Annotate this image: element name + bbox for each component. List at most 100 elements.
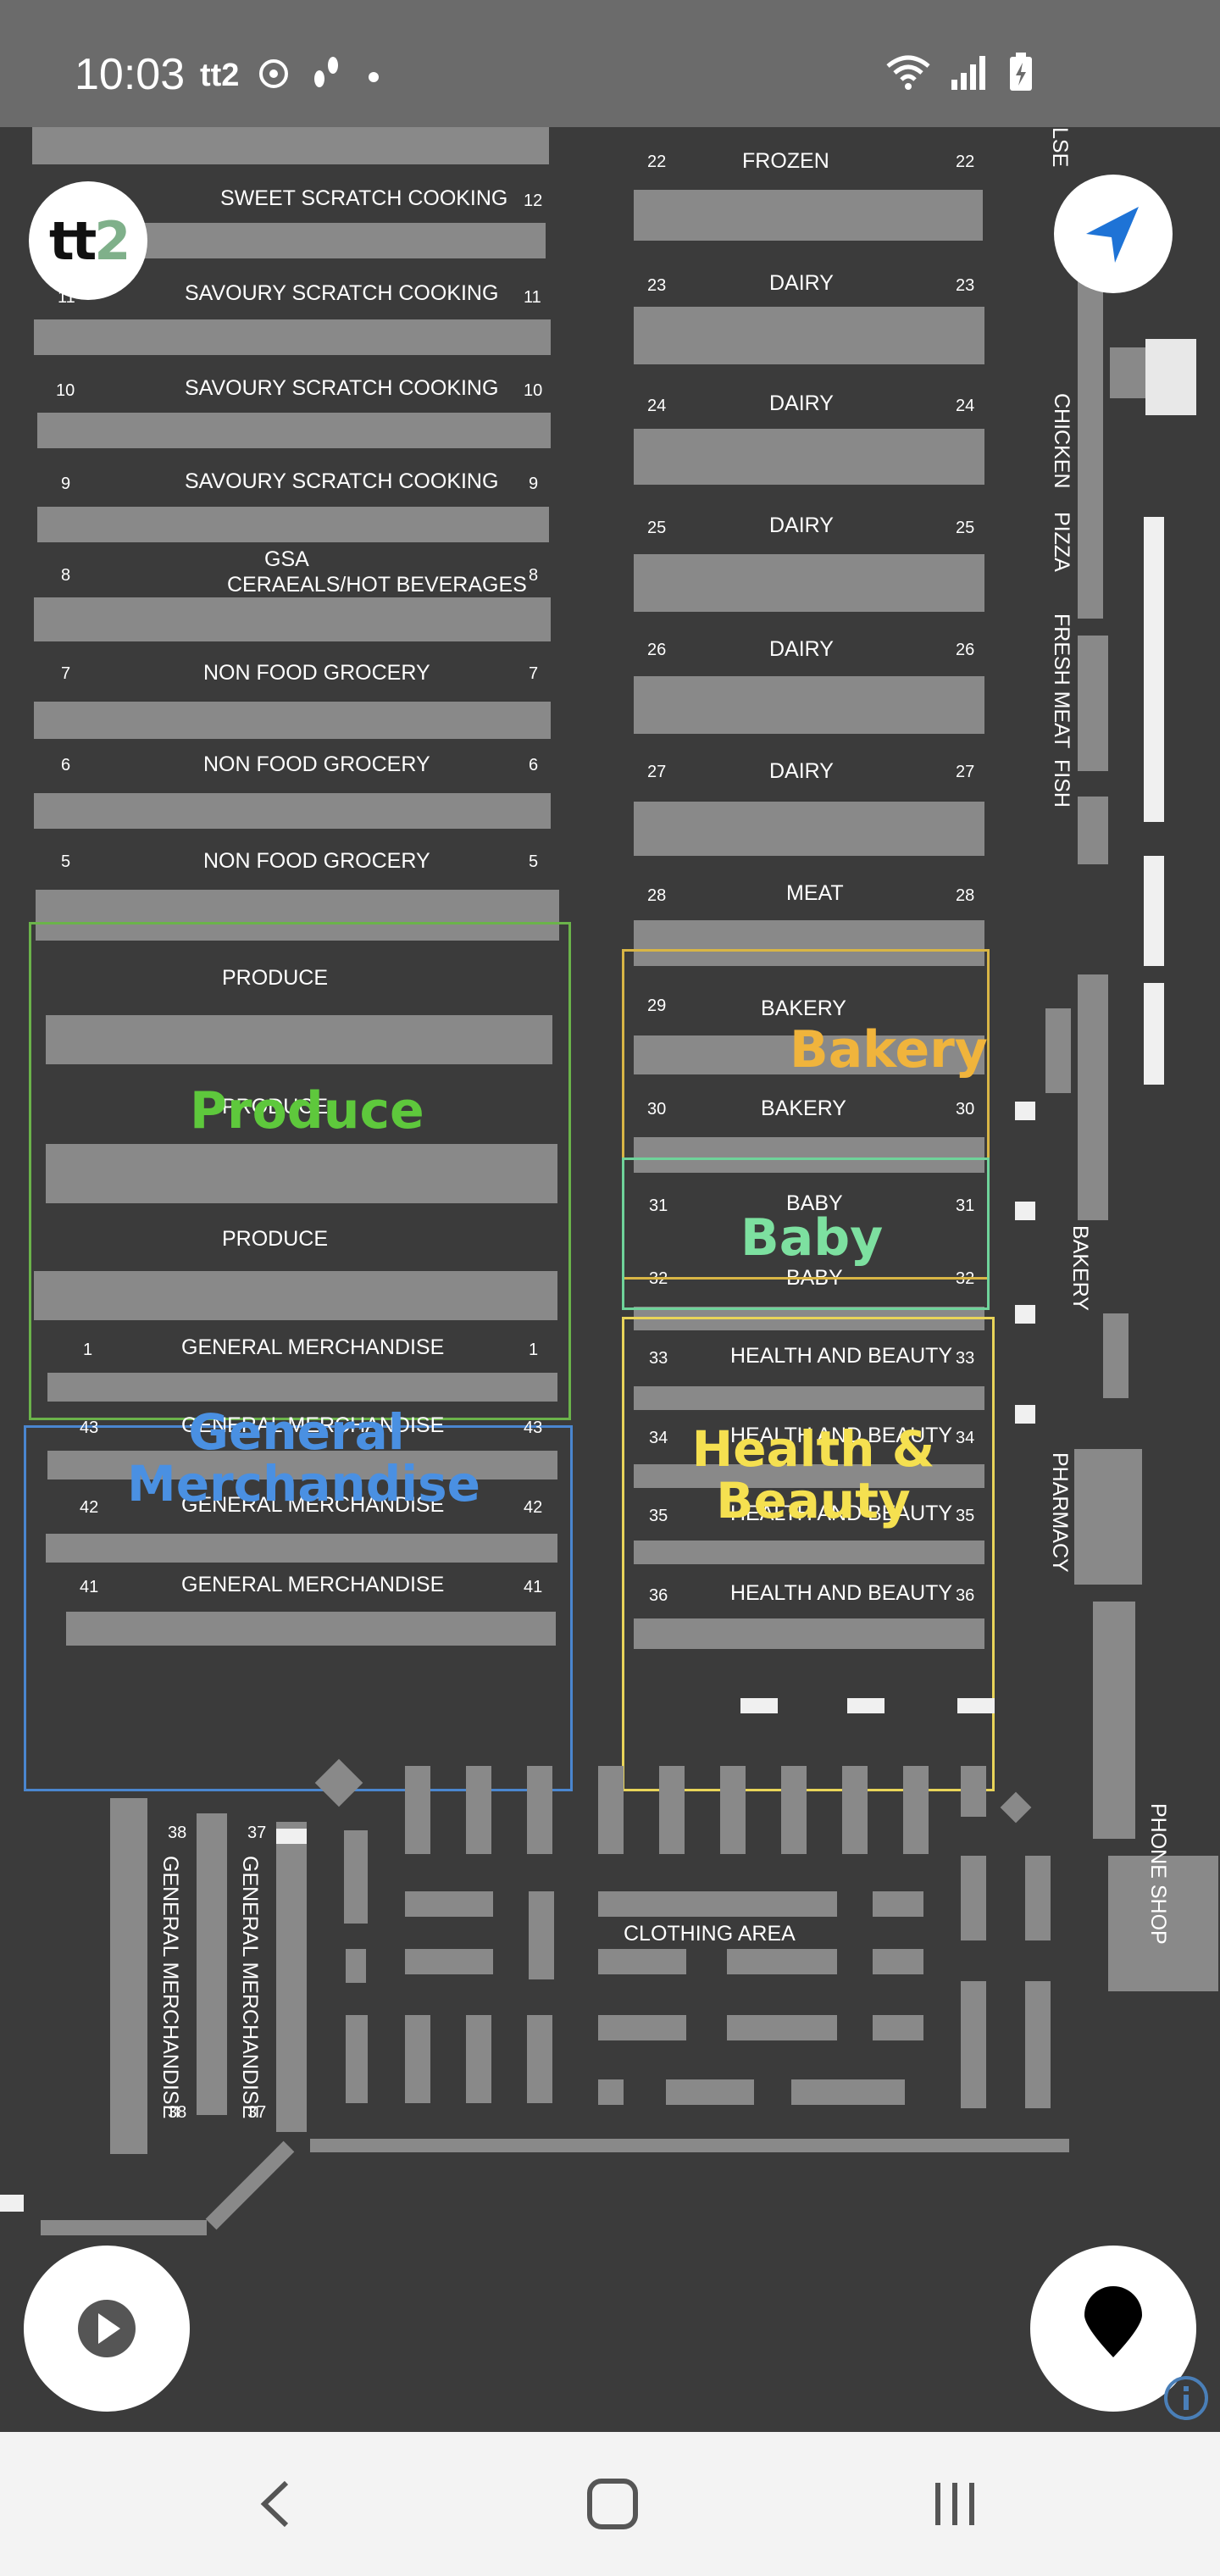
aisle-label[interactable]: HEALTH AND BEAUTY bbox=[730, 1502, 953, 1525]
baby-zone[interactable] bbox=[622, 1158, 990, 1310]
shelf bbox=[527, 1766, 552, 1854]
aisle-label[interactable]: BAKERY bbox=[761, 997, 846, 1020]
general-merchandise-zone-label: General Merchandise bbox=[127, 1407, 480, 1510]
aisle-label[interactable]: HEALTH AND BEAUTY bbox=[730, 1344, 953, 1368]
bakery-zone[interactable] bbox=[622, 949, 990, 1280]
store-map[interactable]: SWEET SCRATCH COOKING 12 11 SAVOURY SCRA… bbox=[0, 127, 1220, 2432]
aisle-label[interactable]: DAIRY bbox=[769, 759, 834, 783]
shelf bbox=[47, 1451, 557, 1480]
aisle-number: 11 bbox=[524, 288, 541, 307]
pin-button[interactable] bbox=[1030, 2246, 1196, 2412]
general-merchandise-vertical-label[interactable]: GENERAL MERCHANDISE bbox=[238, 1856, 262, 2119]
aisle-label[interactable]: NON FOOD GROCERY bbox=[203, 849, 430, 873]
aisle-number: 42 bbox=[80, 1498, 99, 1517]
aisle-label[interactable]: DAIRY bbox=[769, 637, 834, 661]
aisle-label[interactable]: SAVOURY SCRATCH COOKING bbox=[185, 376, 499, 400]
aisle-label[interactable]: DAIRY bbox=[769, 514, 834, 537]
shelf bbox=[781, 1766, 807, 1854]
produce-zone[interactable] bbox=[29, 922, 571, 1420]
else-label[interactable]: LSE bbox=[1048, 127, 1072, 168]
general-merchandise-zone[interactable] bbox=[24, 1425, 573, 1791]
play-button[interactable] bbox=[24, 2246, 190, 2412]
aisle-label[interactable]: HEALTH AND BEAUTY bbox=[730, 1581, 953, 1605]
shelf bbox=[598, 2015, 686, 2040]
aisle-label[interactable]: GENERAL MERCHANDISE bbox=[181, 1413, 445, 1437]
aisle-label[interactable]: PRODUCE bbox=[222, 1095, 329, 1119]
shelf bbox=[405, 1891, 493, 1917]
aisle-label[interactable]: GENERAL MERCHANDISE bbox=[181, 1573, 445, 1596]
home-icon[interactable] bbox=[583, 2474, 642, 2534]
aisle-number: 9 bbox=[61, 475, 71, 493]
aisle-label[interactable]: GENERAL MERCHANDISE bbox=[181, 1335, 445, 1359]
aisle-label[interactable]: SAVOURY SCRATCH COOKING bbox=[185, 469, 499, 493]
shelf bbox=[37, 413, 551, 448]
aisle-label[interactable]: SAVOURY SCRATCH COOKING bbox=[185, 281, 499, 305]
fish-label[interactable]: FISH bbox=[1050, 759, 1073, 808]
general-merchandise-vertical-label[interactable]: GENERAL MERCHANDISE bbox=[158, 1856, 182, 2119]
aisle-number: 27 bbox=[647, 763, 667, 781]
chicken-label[interactable]: CHICKEN bbox=[1050, 393, 1073, 489]
aisle-number: 31 bbox=[956, 1196, 975, 1215]
shelf bbox=[598, 1949, 686, 1974]
aisle-label[interactable]: SWEET SCRATCH COOKING bbox=[220, 186, 508, 210]
aisle-label[interactable]: BAKERY bbox=[761, 1096, 846, 1120]
map-pin-icon bbox=[1084, 2286, 1142, 2357]
aisle-number: 1 bbox=[83, 1341, 93, 1359]
aisle-label[interactable]: NON FOOD GROCERY bbox=[203, 752, 430, 776]
aisle-label[interactable]: GENERAL MERCHANDISE bbox=[181, 1493, 445, 1517]
aisle-label[interactable]: BABY bbox=[786, 1191, 843, 1215]
counter bbox=[1108, 1856, 1218, 1991]
pharmacy-label[interactable]: PHARMACY bbox=[1048, 1452, 1072, 1573]
shelf-marker bbox=[276, 1829, 307, 1844]
aisle-label[interactable]: DAIRY bbox=[769, 271, 834, 295]
counter bbox=[1110, 347, 1152, 398]
checkout-marker bbox=[847, 1698, 884, 1713]
shelf bbox=[727, 1891, 837, 1917]
aisle-number: 37 bbox=[247, 1824, 267, 1842]
aisle-label[interactable]: HEALTH AND BEAUTY bbox=[730, 1424, 953, 1447]
bakery-counter-label[interactable]: BAKERY bbox=[1068, 1225, 1092, 1311]
aisle-label[interactable]: CERAEALS/HOT BEVERAGES bbox=[227, 573, 527, 597]
play-icon bbox=[78, 2300, 136, 2357]
status-time: 10:03 bbox=[75, 50, 186, 99]
shelf bbox=[903, 1766, 929, 1854]
sync-icon bbox=[258, 59, 288, 88]
shelf bbox=[34, 702, 551, 739]
shelf bbox=[346, 1949, 366, 1983]
shelf bbox=[41, 2220, 207, 2235]
aisle-label[interactable]: PRODUCE bbox=[222, 966, 329, 990]
aisle-label[interactable]: PRODUCE bbox=[222, 1227, 329, 1251]
aisle-label[interactable]: MEAT bbox=[786, 881, 844, 905]
shelf bbox=[720, 1766, 746, 1854]
pizza-label[interactable]: PIZZA bbox=[1050, 512, 1073, 572]
shelf bbox=[344, 1830, 368, 1924]
till-marker bbox=[1015, 1102, 1035, 1120]
shelf bbox=[634, 554, 984, 612]
phone-shop-label[interactable]: PHONE SHOP bbox=[1146, 1803, 1170, 1945]
system-nav-bar bbox=[0, 2432, 1220, 2576]
aisle-number: 22 bbox=[647, 153, 667, 171]
shelf bbox=[46, 1534, 557, 1563]
app-logo-button[interactable]: tt2 bbox=[29, 181, 147, 300]
aisle-number: 1 bbox=[529, 1341, 539, 1359]
shelf bbox=[634, 429, 984, 485]
till-marker bbox=[1015, 1202, 1035, 1220]
aisle-number: 38 bbox=[168, 1824, 187, 1842]
info-icon[interactable] bbox=[1162, 2374, 1210, 2422]
aisle-label[interactable]: NON FOOD GROCERY bbox=[203, 661, 430, 685]
aisle-number: 38 bbox=[168, 2103, 187, 2122]
locate-button[interactable] bbox=[1054, 175, 1173, 293]
aisle-label[interactable]: DAIRY bbox=[769, 391, 834, 415]
aisle-number: 30 bbox=[956, 1100, 975, 1119]
aisle-label[interactable]: FROZEN bbox=[742, 149, 829, 173]
aisle-label[interactable]: GSA bbox=[264, 547, 309, 571]
clothing-area-label[interactable]: CLOTHING AREA bbox=[624, 1922, 796, 1946]
app-logo: tt2 bbox=[49, 210, 130, 272]
shelf bbox=[634, 190, 983, 241]
aisle-number: 6 bbox=[529, 756, 539, 774]
fresh-meat-label[interactable]: FRESH MEAT bbox=[1050, 613, 1073, 749]
shelf bbox=[634, 1464, 984, 1488]
back-icon[interactable] bbox=[249, 2474, 300, 2534]
health-beauty-zone[interactable] bbox=[622, 1317, 995, 1791]
recents-icon[interactable] bbox=[925, 2474, 984, 2534]
